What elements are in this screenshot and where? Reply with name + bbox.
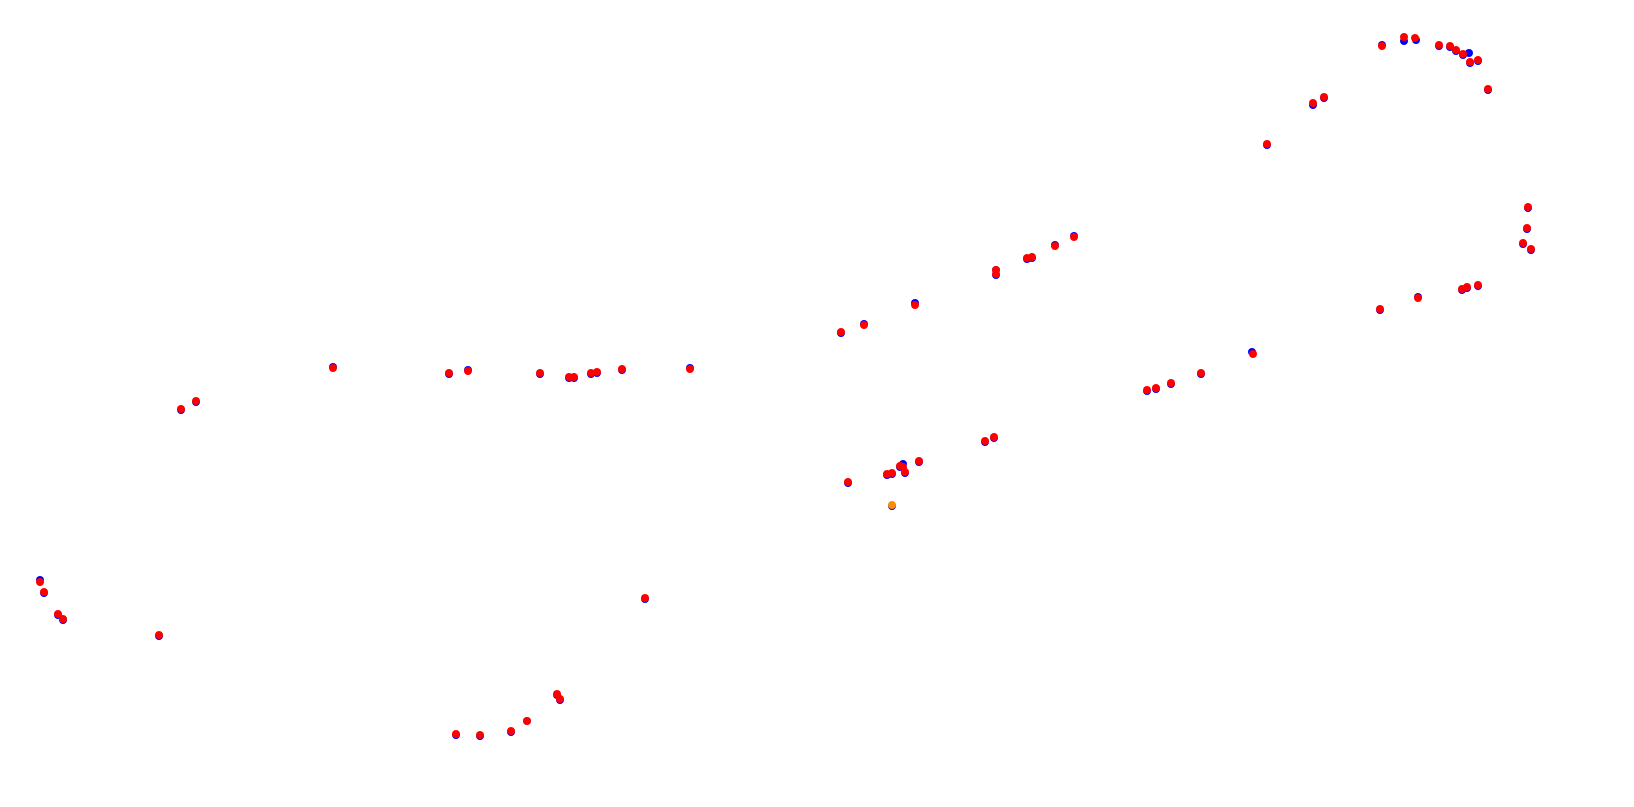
point bbox=[837, 328, 845, 336]
point bbox=[1023, 254, 1031, 262]
point bbox=[476, 731, 484, 739]
point bbox=[686, 365, 694, 373]
point bbox=[860, 321, 868, 329]
point bbox=[587, 369, 595, 377]
point bbox=[1524, 203, 1532, 211]
point bbox=[844, 478, 852, 486]
point bbox=[1446, 42, 1454, 50]
point bbox=[1197, 369, 1205, 377]
point bbox=[641, 594, 649, 602]
point bbox=[1465, 49, 1473, 57]
point bbox=[59, 615, 67, 623]
point bbox=[1474, 56, 1482, 64]
point bbox=[1474, 281, 1482, 289]
point bbox=[990, 433, 998, 441]
point bbox=[452, 730, 460, 738]
point bbox=[1400, 33, 1408, 41]
point bbox=[911, 301, 919, 309]
point bbox=[556, 695, 564, 703]
point bbox=[54, 610, 62, 618]
point bbox=[507, 727, 515, 735]
point bbox=[192, 397, 200, 405]
point bbox=[1484, 85, 1492, 93]
point bbox=[1143, 386, 1151, 394]
point bbox=[155, 631, 163, 639]
point bbox=[593, 368, 601, 376]
point bbox=[1459, 50, 1467, 58]
point bbox=[1527, 245, 1535, 253]
point bbox=[1519, 239, 1527, 247]
point bbox=[329, 364, 337, 372]
point bbox=[1523, 224, 1531, 232]
point bbox=[888, 469, 896, 477]
point bbox=[1463, 283, 1471, 291]
point bbox=[888, 501, 896, 509]
point bbox=[981, 437, 989, 445]
point bbox=[570, 373, 578, 381]
point bbox=[464, 367, 472, 375]
point bbox=[1249, 350, 1257, 358]
point bbox=[1167, 379, 1175, 387]
point bbox=[1051, 242, 1059, 250]
point bbox=[40, 588, 48, 596]
point bbox=[1263, 140, 1271, 148]
point bbox=[901, 468, 909, 476]
point bbox=[1070, 233, 1078, 241]
point bbox=[618, 365, 626, 373]
point bbox=[1376, 305, 1384, 313]
point bbox=[536, 369, 544, 377]
point bbox=[1411, 34, 1419, 42]
point bbox=[177, 405, 185, 413]
point bbox=[1452, 46, 1460, 54]
point bbox=[523, 717, 531, 725]
point bbox=[1378, 42, 1386, 50]
point bbox=[1152, 384, 1160, 392]
point bbox=[992, 266, 1000, 274]
point bbox=[915, 457, 923, 465]
point bbox=[445, 369, 453, 377]
point bbox=[36, 578, 44, 586]
point bbox=[1435, 41, 1443, 49]
point bbox=[1414, 294, 1422, 302]
point bbox=[1466, 58, 1474, 66]
point bbox=[1309, 99, 1317, 107]
point bbox=[1320, 93, 1328, 101]
